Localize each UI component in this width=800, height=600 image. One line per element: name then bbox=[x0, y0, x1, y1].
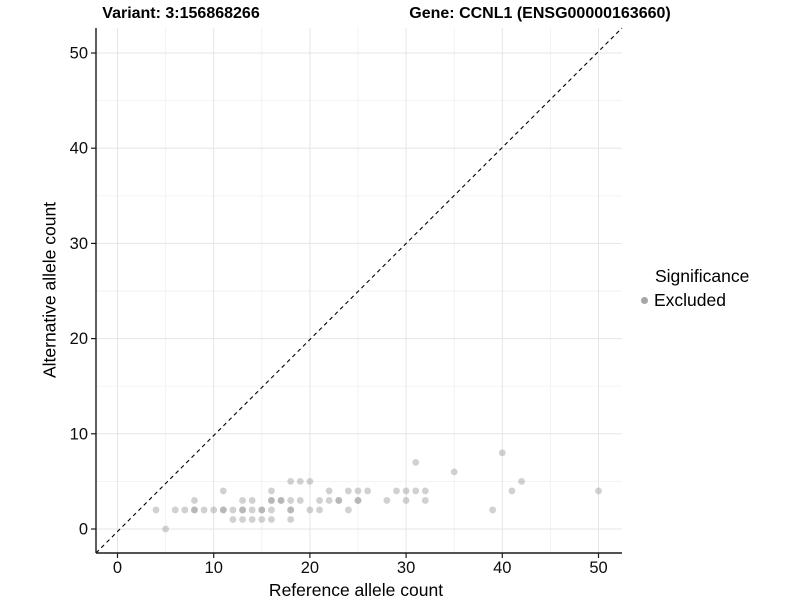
data-point bbox=[450, 468, 458, 476]
data-point bbox=[287, 506, 295, 514]
x-tick-label: 50 bbox=[589, 559, 607, 577]
data-point bbox=[354, 487, 362, 495]
data-point bbox=[383, 497, 391, 504]
data-point bbox=[277, 497, 285, 504]
data-point bbox=[268, 516, 275, 523]
data-point bbox=[412, 458, 420, 466]
data-point bbox=[219, 506, 227, 514]
data-point bbox=[287, 478, 295, 485]
data-point bbox=[287, 506, 295, 514]
legend-key-dot bbox=[641, 297, 648, 304]
data-point bbox=[268, 497, 275, 504]
data-point bbox=[344, 487, 352, 495]
data-point bbox=[402, 487, 410, 495]
data-point bbox=[296, 478, 304, 485]
data-point bbox=[287, 497, 295, 504]
data-point bbox=[268, 487, 275, 495]
y-axis-label: Alternative allele count bbox=[39, 201, 60, 379]
data-point bbox=[171, 506, 179, 514]
data-point bbox=[335, 497, 343, 504]
data-point bbox=[152, 506, 160, 514]
data-point bbox=[335, 497, 343, 504]
x-axis-label: Reference allele count bbox=[268, 580, 444, 600]
x-tick-label: 10 bbox=[205, 559, 223, 577]
y-tick-label: 30 bbox=[70, 235, 88, 253]
data-point bbox=[393, 487, 400, 495]
y-tick-label: 0 bbox=[79, 521, 88, 539]
data-point bbox=[200, 506, 208, 514]
data-point bbox=[268, 506, 275, 514]
identity-reference-line bbox=[95, 27, 623, 554]
data-point bbox=[508, 487, 516, 495]
data-point bbox=[325, 497, 333, 504]
y-tick-label: 10 bbox=[70, 425, 88, 443]
data-point bbox=[354, 497, 362, 504]
data-point bbox=[354, 497, 362, 504]
legend: Significance Excluded bbox=[638, 266, 749, 311]
legend-title: Significance bbox=[655, 266, 750, 286]
y-tick-label: 40 bbox=[70, 140, 88, 158]
data-point bbox=[306, 506, 314, 514]
data-point bbox=[325, 487, 333, 495]
data-point bbox=[421, 497, 429, 504]
x-tick-label: 30 bbox=[397, 559, 415, 577]
data-point bbox=[229, 516, 237, 523]
data-point bbox=[248, 506, 256, 514]
data-point bbox=[239, 506, 246, 514]
data-point bbox=[344, 506, 352, 514]
x-tick-label: 0 bbox=[113, 559, 122, 577]
data-point bbox=[239, 506, 246, 514]
data-point bbox=[258, 506, 266, 514]
data-point bbox=[219, 506, 227, 514]
variant-title: Variant: 3:156868266 bbox=[102, 5, 260, 22]
data-point bbox=[498, 449, 506, 457]
data-point bbox=[191, 506, 198, 514]
data-point bbox=[219, 487, 227, 495]
data-point bbox=[412, 487, 420, 495]
data-point bbox=[316, 506, 323, 514]
data-point bbox=[421, 487, 429, 495]
data-point bbox=[316, 497, 323, 504]
data-point bbox=[162, 525, 170, 533]
data-point bbox=[306, 478, 314, 485]
data-point bbox=[191, 506, 198, 514]
data-point bbox=[210, 506, 218, 514]
data-point bbox=[518, 478, 525, 485]
x-tick-label: 20 bbox=[301, 559, 319, 577]
gene-title: Gene: CCNL1 (ENSG00000163660) bbox=[409, 5, 671, 22]
data-point bbox=[239, 516, 246, 523]
data-point bbox=[181, 506, 189, 514]
data-point bbox=[287, 516, 295, 523]
data-point bbox=[258, 506, 266, 514]
legend-item-label: Excluded bbox=[654, 290, 726, 310]
legend-item-excluded: Excluded bbox=[638, 290, 749, 311]
data-point bbox=[296, 497, 304, 504]
x-tick-label: 40 bbox=[493, 559, 511, 577]
data-point bbox=[191, 497, 198, 504]
data-point bbox=[248, 497, 256, 504]
data-point bbox=[229, 506, 237, 514]
data-point bbox=[364, 487, 372, 495]
y-tick-label: 50 bbox=[70, 45, 88, 63]
data-point bbox=[489, 506, 497, 514]
data-point bbox=[268, 497, 275, 504]
data-point bbox=[248, 516, 256, 523]
data-point bbox=[402, 497, 410, 504]
data-point bbox=[595, 487, 602, 495]
data-point bbox=[239, 497, 246, 504]
data-point bbox=[277, 497, 285, 504]
data-point bbox=[258, 516, 266, 523]
y-tick-label: 20 bbox=[70, 330, 88, 348]
